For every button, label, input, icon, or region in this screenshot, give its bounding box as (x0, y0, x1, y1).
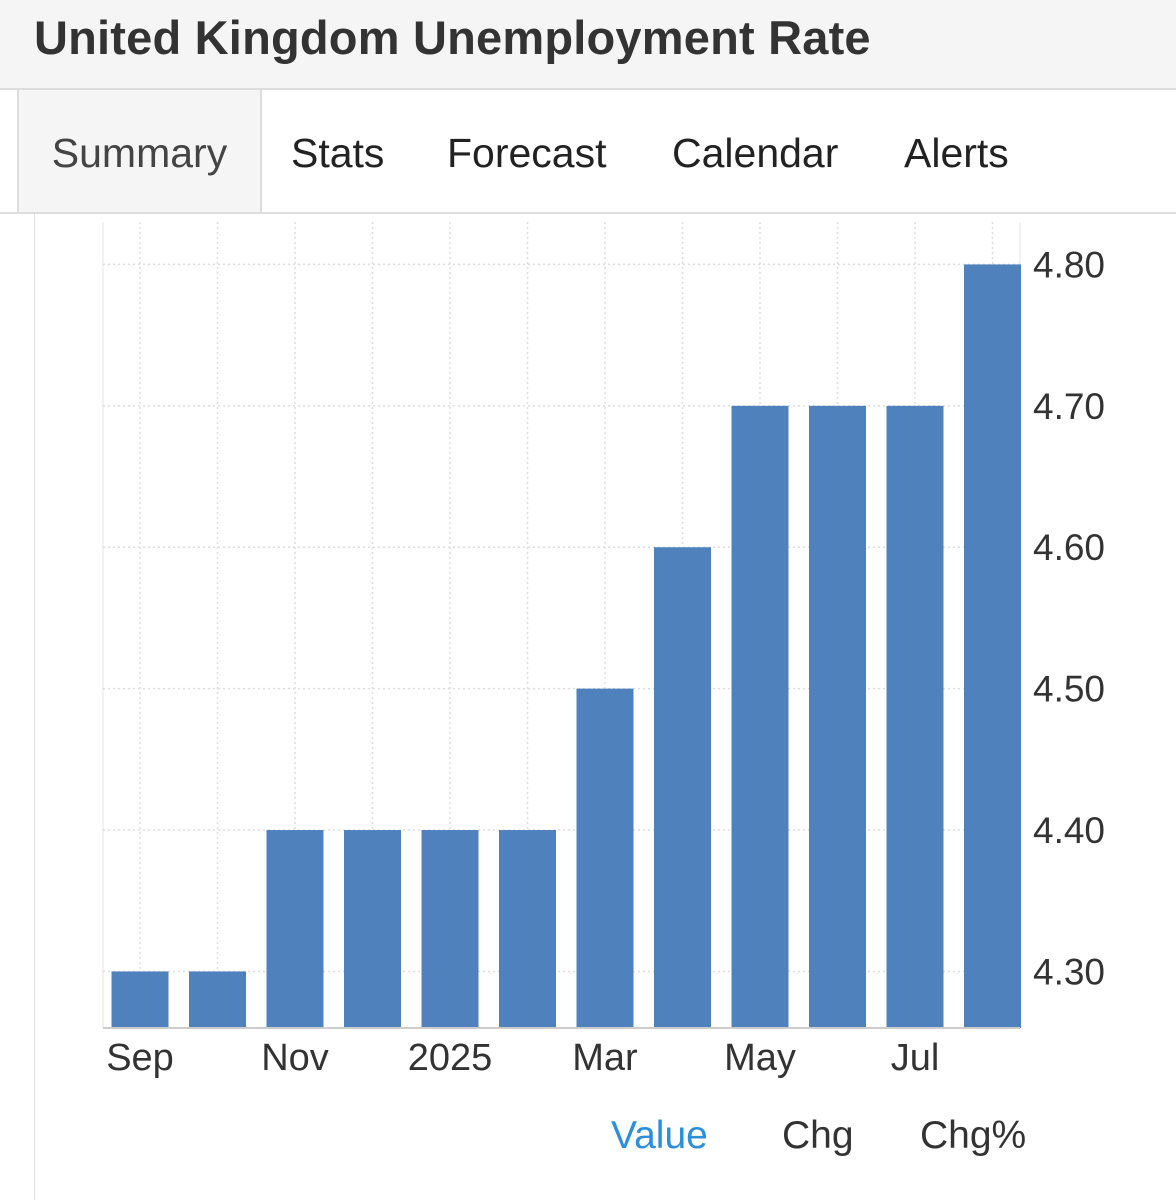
series-toggle-group: Value Chg Chg% (0, 1114, 1176, 1164)
chart-panel (34, 214, 1176, 1200)
bar[interactable] (189, 971, 246, 1028)
chart-bars (111, 264, 1021, 1029)
x-tick-label: Nov (261, 1037, 329, 1079)
x-tick-label: Mar (572, 1037, 638, 1079)
tab-bar: Summary Stats Forecast Calendar Alerts (0, 90, 1176, 214)
tab-alerts[interactable]: Alerts (904, 130, 1009, 176)
bar[interactable] (809, 405, 866, 1028)
toggle-chg[interactable]: Chg (782, 1114, 854, 1157)
bar[interactable] (266, 830, 324, 1028)
bar[interactable] (731, 405, 789, 1028)
x-tick-label: Sep (106, 1037, 174, 1079)
tab-calendar[interactable]: Calendar (672, 130, 839, 176)
page-header: United Kingdom Unemployment Rate (0, 0, 1176, 90)
x-tick-label: Jul (891, 1037, 940, 1079)
y-tick-label: 4.80 (1033, 244, 1105, 285)
x-tick-label: 2025 (408, 1037, 493, 1079)
bar[interactable] (421, 830, 479, 1028)
bar[interactable] (111, 971, 169, 1028)
x-tick-label: May (724, 1037, 796, 1079)
toggle-value[interactable]: Value (611, 1114, 708, 1157)
tab-stats[interactable]: Stats (291, 130, 385, 176)
bar[interactable] (886, 405, 944, 1028)
toggle-chg-percent[interactable]: Chg% (920, 1114, 1027, 1157)
bar[interactable] (344, 830, 401, 1028)
bar[interactable] (499, 830, 556, 1028)
tab-summary[interactable]: Summary (17, 90, 262, 212)
y-tick-label: 4.30 (1033, 951, 1105, 992)
tab-forecast[interactable]: Forecast (447, 130, 607, 176)
chart-axes: Sep Nov 2025 Mar May Jul 4.30 4.40 4.50 4.60 4.70 4… (103, 244, 1105, 1079)
bar[interactable] (964, 264, 1021, 1029)
page-title: United Kingdom Unemployment Rate (34, 11, 871, 64)
bar[interactable] (576, 688, 634, 1028)
y-tick-label: 4.70 (1033, 386, 1105, 427)
chart-grid (102, 222, 1021, 1028)
y-tick-label: 4.50 (1033, 669, 1105, 710)
y-tick-label: 4.60 (1033, 527, 1105, 568)
bar-chart: Sep Nov 2025 Mar May Jul 4.30 4.40 4.50 4.60 4.70 4… (102, 222, 1105, 1079)
y-tick-label: 4.40 (1033, 810, 1105, 851)
bar[interactable] (654, 547, 711, 1028)
